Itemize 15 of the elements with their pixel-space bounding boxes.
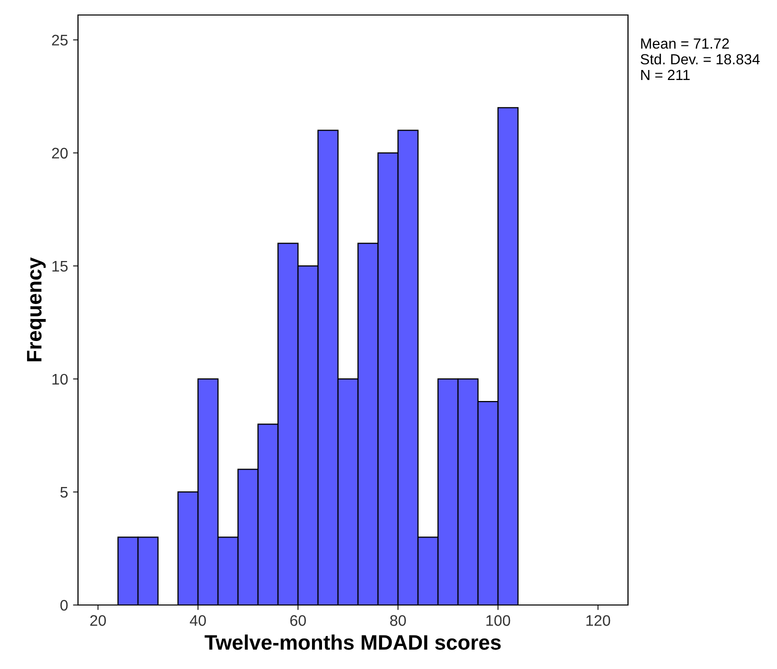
y-tick-label: 10	[52, 374, 68, 385]
x-tick-label: 80	[390, 615, 406, 626]
y-axis-title: Frequency	[27, 257, 46, 362]
x-tick-label: 40	[190, 615, 206, 626]
x-tick-label: 120	[586, 615, 610, 626]
y-tick-label: 25	[52, 34, 68, 46]
y-tick-label: 5	[60, 487, 68, 498]
x-tick-label: 20	[90, 615, 106, 626]
y-tick-label: 0	[60, 600, 68, 611]
text: Mean = 71.72 Std. Dev. = 18.834 N = 211	[640, 38, 760, 80]
x-axis-title: Twelve-months MDADI scores	[204, 634, 501, 650]
y-tick-label: 20	[52, 148, 68, 159]
x-tick-label: 60	[290, 615, 306, 626]
y-tick-label: 15	[52, 260, 68, 272]
x-tick-label: 100	[486, 615, 510, 626]
